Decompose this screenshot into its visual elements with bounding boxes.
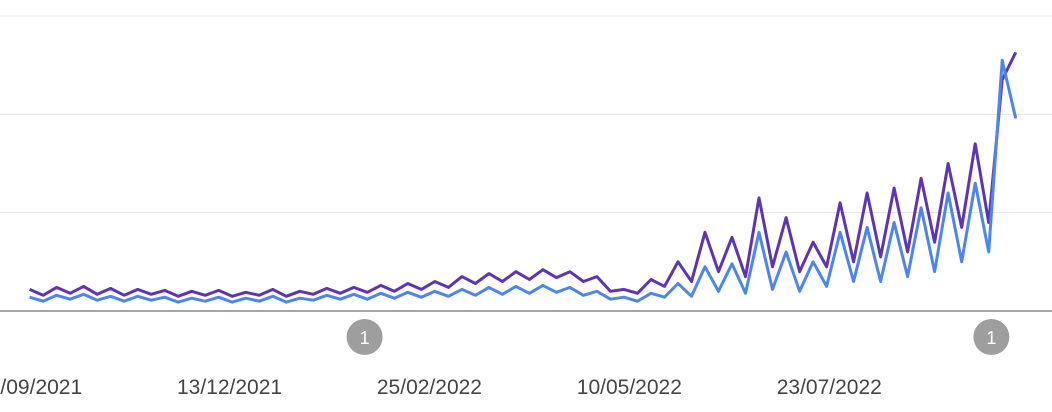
x-tick-label: 30/09/2021 — [0, 376, 82, 399]
series-line — [28, 51, 1018, 298]
annotation-marker — [346, 319, 383, 355]
x-tick-label: 25/02/2022 — [377, 376, 482, 399]
annotation-marker — [973, 319, 1010, 355]
annotation-label: 1 — [986, 328, 996, 348]
x-tick-label: 13/12/2021 — [177, 376, 282, 399]
x-tick-label: 23/07/2022 — [777, 376, 882, 399]
x-tick-label: 10/05/2022 — [577, 376, 682, 399]
series-line — [29, 58, 1018, 304]
annotation-label: 1 — [360, 328, 370, 348]
